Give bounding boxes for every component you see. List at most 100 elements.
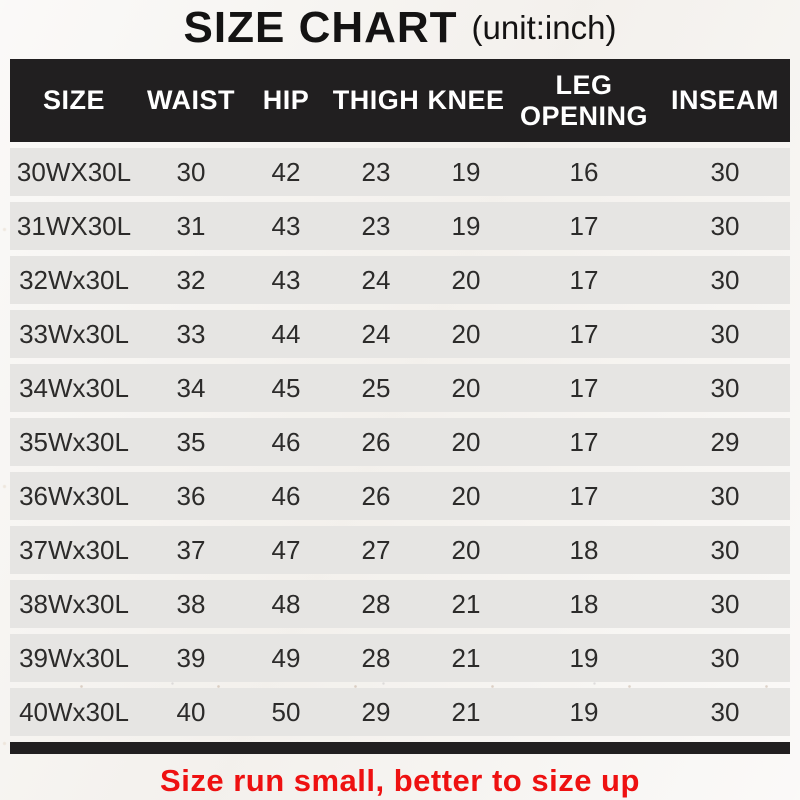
table-row: 34Wx30L 34 45 25 20 17 30 [10,364,790,412]
value-cell: 30 [660,688,790,736]
value-cell: 17 [508,418,660,466]
value-cell: 17 [508,472,660,520]
size-table: SIZE WAIST HIP THIGH KNEE LEG OPENING IN… [10,53,790,742]
value-cell: 46 [244,472,328,520]
value-cell: 30 [660,256,790,304]
size-cell: 38Wx30L [10,580,138,628]
value-cell: 20 [424,256,508,304]
value-cell: 19 [424,148,508,196]
title-text: SIZE CHART [183,3,458,52]
header-cell-waist: WAIST [138,59,244,142]
size-cell: 37Wx30L [10,526,138,574]
value-cell: 16 [508,148,660,196]
table-body: 30WX30L 30 42 23 19 16 30 31WX30L 31 43 23 19 17 30 32… [10,148,790,736]
value-cell: 30 [660,634,790,682]
table-row: 33Wx30L 33 44 24 20 17 30 [10,310,790,358]
value-cell: 23 [328,148,424,196]
table-row: 40Wx30L 40 50 29 21 19 30 [10,688,790,736]
value-cell: 20 [424,364,508,412]
value-cell: 20 [424,310,508,358]
value-cell: 20 [424,418,508,466]
value-cell: 30 [660,472,790,520]
value-cell: 45 [244,364,328,412]
value-cell: 30 [138,148,244,196]
value-cell: 21 [424,688,508,736]
value-cell: 47 [244,526,328,574]
table-header-row: SIZE WAIST HIP THIGH KNEE LEG OPENING IN… [10,59,790,142]
size-cell: 33Wx30L [10,310,138,358]
table-bottom-bar [10,742,790,754]
value-cell: 33 [138,310,244,358]
value-cell: 30 [660,580,790,628]
value-cell: 30 [660,202,790,250]
size-cell: 32Wx30L [10,256,138,304]
value-cell: 17 [508,256,660,304]
value-cell: 17 [508,310,660,358]
value-cell: 46 [244,418,328,466]
page-title: SIZE CHART (unit:inch) [0,0,800,53]
value-cell: 20 [424,472,508,520]
value-cell: 36 [138,472,244,520]
value-cell: 29 [328,688,424,736]
value-cell: 39 [138,634,244,682]
value-cell: 17 [508,202,660,250]
header-cell-size: SIZE [10,59,138,142]
table-row: 35Wx30L 35 46 26 20 17 29 [10,418,790,466]
header-cell-thigh: THIGH [328,59,424,142]
size-cell: 36Wx30L [10,472,138,520]
size-cell: 40Wx30L [10,688,138,736]
value-cell: 30 [660,526,790,574]
table-row: 37Wx30L 37 47 27 20 18 30 [10,526,790,574]
value-cell: 24 [328,256,424,304]
value-cell: 19 [508,634,660,682]
value-cell: 50 [244,688,328,736]
value-cell: 19 [508,688,660,736]
value-cell: 23 [328,202,424,250]
value-cell: 18 [508,526,660,574]
value-cell: 43 [244,202,328,250]
value-cell: 43 [244,256,328,304]
value-cell: 31 [138,202,244,250]
value-cell: 25 [328,364,424,412]
value-cell: 21 [424,634,508,682]
value-cell: 17 [508,364,660,412]
value-cell: 26 [328,418,424,466]
table-row: 30WX30L 30 42 23 19 16 30 [10,148,790,196]
value-cell: 24 [328,310,424,358]
value-cell: 30 [660,364,790,412]
size-cell: 30WX30L [10,148,138,196]
table-row: 32Wx30L 32 43 24 20 17 30 [10,256,790,304]
value-cell: 38 [138,580,244,628]
value-cell: 27 [328,526,424,574]
size-cell: 34Wx30L [10,364,138,412]
header-cell-leg-opening: LEG OPENING [508,59,660,142]
value-cell: 26 [328,472,424,520]
header-cell-knee: KNEE [424,59,508,142]
size-cell: 39Wx30L [10,634,138,682]
value-cell: 28 [328,634,424,682]
title-unit-label: (unit:inch) [471,9,617,46]
value-cell: 21 [424,580,508,628]
value-cell: 20 [424,526,508,574]
table-row: 39Wx30L 39 49 28 21 19 30 [10,634,790,682]
value-cell: 18 [508,580,660,628]
table-row: 36Wx30L 36 46 26 20 17 30 [10,472,790,520]
value-cell: 28 [328,580,424,628]
table-row: 31WX30L 31 43 23 19 17 30 [10,202,790,250]
value-cell: 34 [138,364,244,412]
value-cell: 40 [138,688,244,736]
size-note: Size run small, better to size up [160,763,640,798]
size-cell: 31WX30L [10,202,138,250]
header-cell-hip: HIP [244,59,328,142]
value-cell: 37 [138,526,244,574]
table-header: SIZE WAIST HIP THIGH KNEE LEG OPENING IN… [10,59,790,142]
value-cell: 30 [660,310,790,358]
size-cell: 35Wx30L [10,418,138,466]
value-cell: 48 [244,580,328,628]
value-cell: 49 [244,634,328,682]
value-cell: 29 [660,418,790,466]
value-cell: 19 [424,202,508,250]
value-cell: 42 [244,148,328,196]
header-cell-inseam: INSEAM [660,59,790,142]
